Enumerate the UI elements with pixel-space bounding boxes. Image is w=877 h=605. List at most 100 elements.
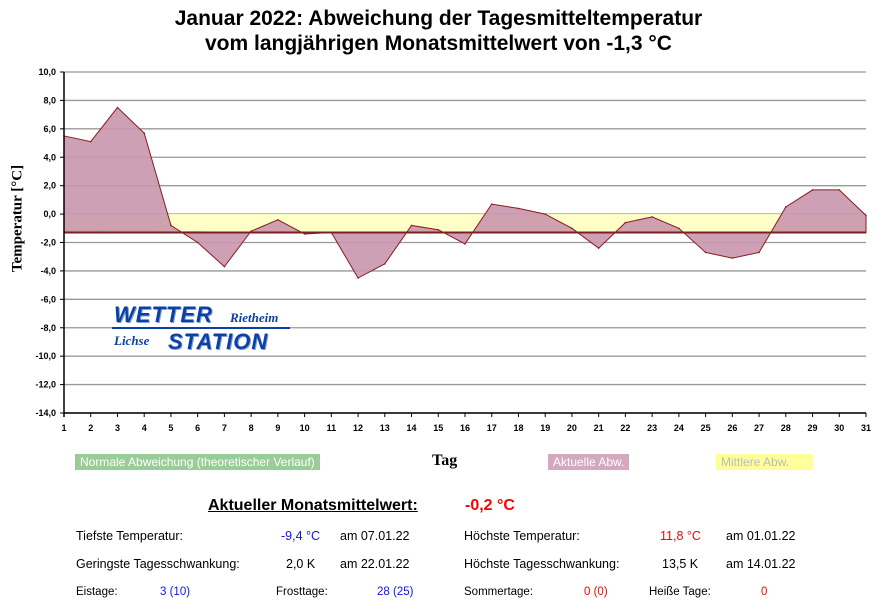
data-point-day-20: [571, 227, 573, 230]
chart: 10,0 8,0 6,0 4,0 2,0 0,0 -2,0 -4,0 -6,0 -8,0 -10,0…: [35, 67, 871, 433]
y-tick-label: 8,0: [43, 95, 56, 105]
x-tick-label: 17: [487, 423, 497, 433]
max-range-label: Höchste Tagesschwankung:: [464, 557, 620, 571]
legend-actual: Aktuelle Abw.: [548, 454, 630, 470]
x-tick-label: 3: [115, 423, 120, 433]
data-point-day-12: [357, 277, 359, 279]
x-tick-label: 15: [433, 423, 443, 433]
y-tick-label: -8,0: [40, 323, 56, 333]
min-temp-label: Tiefste Temperatur:: [76, 529, 183, 543]
x-tick-label: 13: [380, 423, 390, 433]
min-range-value: 2,0 K: [286, 557, 316, 571]
data-point-day-25: [704, 251, 707, 254]
x-tick-label: 7: [222, 423, 227, 433]
data-point-day-2: [89, 140, 92, 143]
summer-days-label: Sommertage:: [464, 586, 534, 598]
frost-days-label: Frosttage:: [276, 586, 328, 598]
x-axis-label: Tag: [432, 452, 458, 469]
logo-word-station: STATION: [168, 329, 269, 354]
y-axis-label: Temperatur [°C]: [9, 164, 26, 273]
max-range-date: am 14.01.22: [726, 557, 796, 571]
x-tick-label: 5: [168, 423, 173, 433]
y-tick-label: 6,0: [43, 124, 56, 134]
x-tick-label: 18: [513, 423, 523, 433]
data-point-day-29: [811, 189, 814, 191]
min-range-date: am 22.01.22: [340, 557, 410, 571]
x-tick-label: 28: [781, 423, 791, 433]
data-point-day-9: [277, 218, 279, 221]
monthly-mean-value: -0,2 °C: [465, 497, 515, 514]
logo-word-wetter: WETTER: [114, 302, 213, 327]
x-tick-label: 31: [861, 423, 871, 433]
monthly-mean-label: Aktueller Monatsmittelwert:: [208, 497, 418, 514]
data-point-day-31: [865, 214, 867, 217]
data-point-day-30: [838, 189, 841, 191]
min-temp-date: am 07.01.22: [340, 529, 410, 543]
data-point-day-13: [384, 263, 386, 265]
x-tick-label: 30: [834, 423, 844, 433]
y-tick-label: 10,0: [38, 67, 56, 77]
data-point-day-24: [678, 227, 680, 230]
hot-days-value: 0: [761, 586, 768, 598]
data-point-day-8: [250, 230, 252, 232]
x-tick-label: 12: [353, 423, 363, 433]
logo-divider: [112, 327, 290, 329]
max-temp-label: Höchste Temperatur:: [464, 529, 580, 543]
chart-title-line2: vom langjährigen Monatsmittelwert von -1…: [205, 32, 672, 55]
data-point-day-7: [223, 265, 226, 268]
data-point-day-5: [170, 224, 172, 227]
x-tick-label: 24: [674, 423, 684, 433]
y-tick-label: 0,0: [43, 209, 56, 219]
x-tick-label: 26: [727, 423, 737, 433]
ice-days-label: Eistage:: [76, 586, 118, 598]
actual-deviation-area: [63, 106, 867, 279]
x-tick-label: 21: [594, 423, 604, 433]
x-tick-label: 29: [808, 423, 818, 433]
x-tick-label: 16: [460, 423, 470, 433]
min-temp-value: -9,4 °C: [281, 529, 321, 543]
x-tick-label: 14: [407, 423, 417, 433]
x-tick-label: 10: [300, 423, 310, 433]
logo-place-rietheim: Rietheim: [230, 310, 279, 325]
y-tick-label: -14,0: [35, 408, 56, 418]
ice-days-value: 3 (10): [160, 586, 191, 598]
data-point-day-16: [464, 243, 466, 245]
y-tick-label: -6,0: [40, 294, 56, 304]
data-point-day-21: [597, 247, 600, 249]
legend-normal: Normale Abweichung (theoretischer Verlau…: [75, 454, 320, 470]
x-tick-label: 22: [620, 423, 630, 433]
x-tick-label: 20: [567, 423, 577, 433]
data-point-day-26: [731, 257, 734, 259]
data-point-day-3: [116, 106, 119, 109]
summer-days-value: 0 (0): [584, 586, 608, 598]
data-point-day-19: [544, 213, 546, 215]
logo-place-lichse: Lichse: [114, 333, 150, 348]
max-temp-value: 11,8 °C: [660, 529, 701, 543]
x-tick-label: 23: [647, 423, 657, 433]
data-point-day-27: [758, 251, 760, 254]
data-point-day-14: [410, 224, 413, 227]
data-point-day-22: [624, 221, 627, 224]
x-tick-label: 1: [61, 423, 66, 433]
y-tick-label: -4,0: [40, 266, 56, 276]
min-range-label: Geringste Tagesschwankung:: [76, 557, 240, 571]
x-tick-label: 8: [249, 423, 254, 433]
x-tick-label: 4: [142, 423, 147, 433]
data-point-day-23: [651, 216, 653, 218]
frost-days-value: 28 (25): [377, 586, 414, 598]
x-tick-label: 19: [540, 423, 550, 433]
y-tick-label: 4,0: [43, 152, 56, 162]
x-tick-label: 6: [195, 423, 200, 433]
mean-deviation-band: [64, 214, 866, 233]
x-tick-label: 27: [754, 423, 764, 433]
x-tick-label: 9: [275, 423, 280, 433]
wetterstation-logo: WETTER Rietheim Lichse STATION: [112, 302, 292, 354]
legend-mean: Mittlere Abw.: [716, 454, 813, 470]
chart-title-line1: Januar 2022: Abweichung der Tagesmittelt…: [174, 7, 703, 30]
y-tick-label: 2,0: [43, 181, 56, 191]
data-point-day-10: [303, 233, 306, 235]
y-tick-label: -10,0: [35, 351, 56, 361]
data-point-day-6: [196, 241, 199, 244]
y-tick-label: -12,0: [35, 380, 56, 390]
